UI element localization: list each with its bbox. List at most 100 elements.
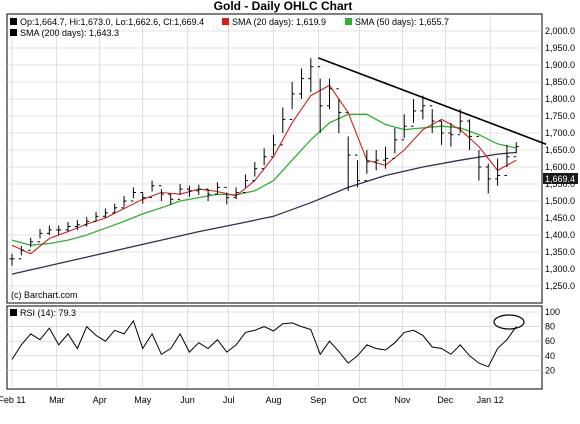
ohlc-bar [177,184,183,200]
ohlc-bar [205,188,211,201]
ohlc-bar [46,225,52,235]
ohlc-bar [261,148,267,170]
ohlc-bar [317,66,323,133]
ohlc-bar [37,228,43,243]
ohlc-bar [373,150,379,171]
x-tick-label: Nov [394,395,411,405]
ohlc-bar [401,114,407,141]
x-tick-label: Feb 11 [0,395,26,405]
price-panel [6,13,543,304]
ohlc-bar [420,95,426,120]
legend-ohlc: Op:1,664.7, Hi:1,673.0, Lo:1,662.6, Cl:1… [20,17,204,27]
x-tick-label: Jul [223,395,235,405]
ohlc-bar [233,187,239,199]
price-tick-label: 1,400.0 [545,230,575,240]
ohlc-bar [467,119,473,150]
last-price-tag [543,173,578,184]
price-axis-ticks: 2,000.0 1,950.0 1,900.0 1,850.0 1,800.0 1,750… [545,26,575,291]
legend-swatch-sma50 [345,18,352,25]
ohlc-bar [476,135,482,181]
chart-title: Gold - Daily OHLC Chart [214,0,353,13]
rsi-tick-label: 60 [545,336,555,346]
ohlc-bar [289,82,295,120]
ohlc-bar [93,211,99,222]
ohlc-bar [308,58,314,93]
ohlc-bar [130,187,136,202]
rsi-tick-label: 100 [545,307,560,317]
ohlc-bar [457,109,463,136]
ohlc-bar [298,68,304,99]
sma200-series [11,151,517,275]
legend-swatch-sma20 [222,18,229,25]
price-tick-label: 2,000.0 [545,26,575,36]
sma200-line [11,151,517,275]
ohlc-bar [84,217,90,227]
x-tick-label: Aug [265,395,281,405]
ohlc-bar [485,163,491,194]
price-tick-label: 1,950.0 [545,43,575,53]
rsi-tick-label: 80 [545,322,555,332]
ohlc-bar [439,120,445,145]
ohlc-bar [429,105,435,133]
ohlc-bar [345,112,351,191]
ohlc-bar [149,180,155,199]
ohlc-bar [18,245,24,260]
x-tick-label: Mar [49,395,65,405]
x-tick-label: Oct [352,395,367,405]
legend-sma50: SMA (50 days): 1,655.7 [355,17,449,27]
trendline-line [318,57,547,145]
rsi-series [11,319,517,368]
x-tick-label: May [134,395,152,405]
ohlc-bar [214,182,220,195]
ohlc-bar [196,184,202,195]
x-tick-label: Dec [437,395,454,405]
ohlc-bar [336,88,342,133]
price-tick-label: 1,800.0 [545,94,575,104]
ohlc-bar [112,203,118,214]
price-tick-label: 1,600.0 [545,162,575,172]
legend-swatch-sma200 [10,29,17,36]
rsi-line [11,319,517,368]
ohlc-bar [411,99,417,127]
x-tick-label: Jun [180,395,195,405]
rsi-tick-label: 20 [545,365,555,375]
ohlc-bar [383,146,389,169]
price-tick-label: 1,900.0 [545,60,575,70]
ohlc-bar [140,192,146,204]
ohlc-bar [74,220,80,231]
x-tick-label: Sep [310,395,326,405]
ohlc-bar [504,144,510,176]
price-tick-label: 1,350.0 [545,247,575,257]
price-tick-label: 1,250.0 [545,281,575,291]
rsi-label: RSI (14): 79.3 [20,308,76,318]
rsi-highlight-ellipse [493,314,525,330]
x-axis-labels: Feb 11 Mar Apr May Jun Jul Aug Sep Oct Nov Dec Jan … [0,395,504,405]
ohlc-bar [168,193,174,206]
price-tick-label: 1,700.0 [545,128,575,138]
ohlc-bar [224,186,230,205]
price-tick-label: 1,500.0 [545,196,575,206]
ohlc-bar [121,195,127,209]
ohlc-bar [252,161,258,182]
price-tick-label: 1,850.0 [545,77,575,87]
legend-swatch-rsi [10,309,17,316]
legend-sma20: SMA (20 days): 1,619.9 [232,17,326,27]
ohlc-bar [186,185,192,197]
x-tick-label: Jan 12 [477,395,504,405]
ohlc-bars [9,58,519,266]
ohlc-bar [495,158,501,186]
ohlc-bar [327,78,332,110]
ohlc-bar [392,127,398,159]
x-tick-label: Apr [93,395,107,405]
ohlc-bar [280,107,286,146]
ohlc-bar [56,225,62,235]
legend-swatch-ohlc [10,18,17,25]
ohlc-bar [65,222,71,232]
watermark: (c) Barchart.com [11,290,78,300]
price-tick-label: 1,650.0 [545,145,575,155]
legend: Op:1,664.7, Hi:1,673.0, Lo:1,662.6, Cl:1… [10,17,449,38]
rsi-axis-ticks: 100 80 60 40 20 [545,307,560,375]
ohlc-bar [270,134,276,158]
